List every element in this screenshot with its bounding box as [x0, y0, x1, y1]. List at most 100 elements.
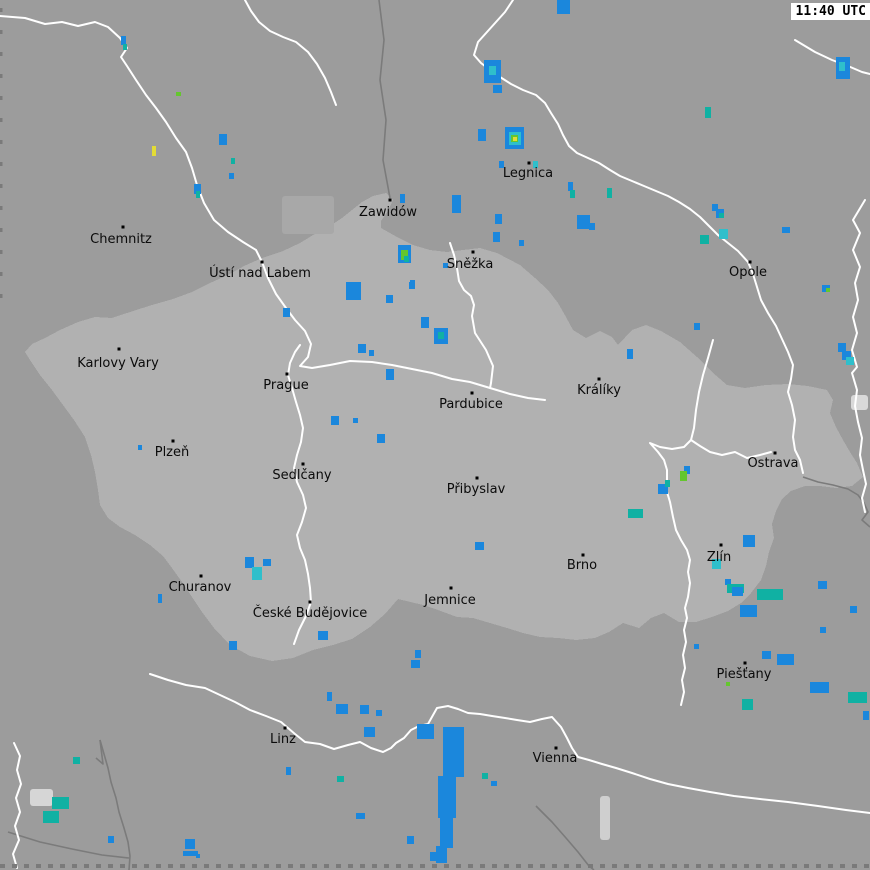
river-line [449, 242, 494, 389]
city-dot [581, 553, 585, 557]
city-marker-plze-: Plzeň [155, 439, 190, 460]
city-dot [283, 726, 287, 730]
timestamp-badge: 11:40 UTC [790, 3, 870, 20]
river-line [244, 0, 337, 106]
radar-echo [740, 605, 757, 617]
radar-echo [43, 811, 59, 823]
city-dot [260, 260, 264, 264]
city-marker-opole: Opole [729, 260, 767, 280]
radar-echo [318, 631, 328, 640]
radar-echo [489, 66, 496, 75]
radar-echo [719, 229, 728, 239]
city-marker-zawid-w: Zawidów [359, 198, 417, 220]
radar-echo [438, 332, 444, 339]
radar-echo [719, 213, 724, 218]
city-marker-legnica: Legnica [503, 161, 553, 181]
radar-echo [732, 587, 743, 596]
radar-echo [839, 62, 845, 71]
river-line [690, 439, 772, 459]
city-marker-chemnitz: Chemnitz [90, 225, 152, 247]
radar-echo [415, 650, 421, 658]
radar-echo [589, 223, 595, 230]
city-label: Opole [729, 265, 767, 280]
radar-echo [782, 227, 790, 233]
radar-echo [519, 240, 524, 246]
radar-echo [742, 699, 753, 710]
radar-echo [407, 836, 414, 844]
radar-echo [863, 711, 869, 720]
radar-echo [838, 343, 846, 352]
city-dot [743, 661, 747, 665]
city-label: České Budějovice [253, 605, 367, 621]
radar-echo [627, 349, 633, 359]
radar-echo [346, 282, 361, 300]
city-label: Chemnitz [90, 232, 152, 247]
radar-echo [452, 195, 461, 213]
radar-echo [436, 846, 447, 863]
light-terrain-patch [30, 789, 53, 806]
city-dot [719, 543, 723, 547]
radar-echo [194, 184, 201, 194]
city-marker-sn-ka: Sněžka [447, 250, 494, 272]
city-label: Linz [270, 732, 296, 747]
city-dot [475, 476, 479, 480]
city-label: Piešťany [717, 667, 772, 682]
country-border-line [378, 0, 391, 199]
city-label: Jemnice [423, 593, 476, 608]
radar-echo [557, 0, 570, 14]
city-label: Karlovy Vary [77, 356, 159, 371]
radar-echo [152, 146, 156, 156]
city-dot [285, 372, 289, 376]
city-marker--st-nad-labem: Ústí nad Labem [209, 260, 311, 281]
radar-echo [694, 644, 699, 649]
radar-echo [848, 692, 867, 703]
radar-echo [493, 85, 502, 93]
radar-echo [478, 129, 486, 141]
light-terrain-patch [600, 796, 610, 840]
radar-echo [842, 351, 851, 360]
radar-echo [377, 434, 385, 443]
radar-echo [658, 484, 668, 494]
radar-echo [356, 813, 365, 819]
radar-echo [417, 724, 434, 739]
radar-echo [411, 660, 420, 668]
radar-echo [440, 817, 453, 848]
country-border-line [99, 739, 131, 870]
city-dot [199, 574, 203, 578]
radar-echo [700, 235, 709, 244]
radar-echo [369, 350, 374, 356]
city-marker-pie-any: Piešťany [717, 661, 772, 682]
radar-echo [245, 557, 254, 568]
radar-echo [820, 627, 826, 633]
city-dot [121, 225, 125, 229]
city-dot [554, 746, 558, 750]
city-label: Ústí nad Labem [209, 265, 311, 281]
country-border-line [95, 739, 104, 765]
radar-echo [438, 776, 456, 818]
radar-echo [364, 727, 375, 737]
radar-echo [577, 215, 590, 229]
radar-echo [404, 256, 409, 262]
city-label: Vienna [533, 751, 578, 766]
radar-echo [777, 654, 794, 665]
radar-echo [570, 190, 575, 198]
radar-echo [694, 323, 700, 330]
city-dot [117, 347, 121, 351]
radar-echo [336, 704, 348, 714]
czech-republic-region [25, 193, 863, 661]
radar-echo [712, 204, 718, 211]
city-marker-zl-n: Zlín [707, 543, 731, 565]
radar-echo [283, 308, 290, 317]
radar-echo [684, 466, 690, 474]
radar-echo [386, 295, 393, 303]
city-dot [597, 377, 601, 381]
city-label: Sněžka [447, 257, 494, 272]
radar-echo [513, 137, 517, 141]
radar-echo [482, 773, 488, 779]
radar-echo [360, 705, 369, 714]
radar-echo [286, 767, 291, 775]
radar-echo [158, 594, 162, 603]
city-label: Plzeň [155, 445, 190, 460]
city-marker-vienna: Vienna [533, 746, 578, 766]
timestamp-text: 11:40 UTC [795, 4, 866, 19]
